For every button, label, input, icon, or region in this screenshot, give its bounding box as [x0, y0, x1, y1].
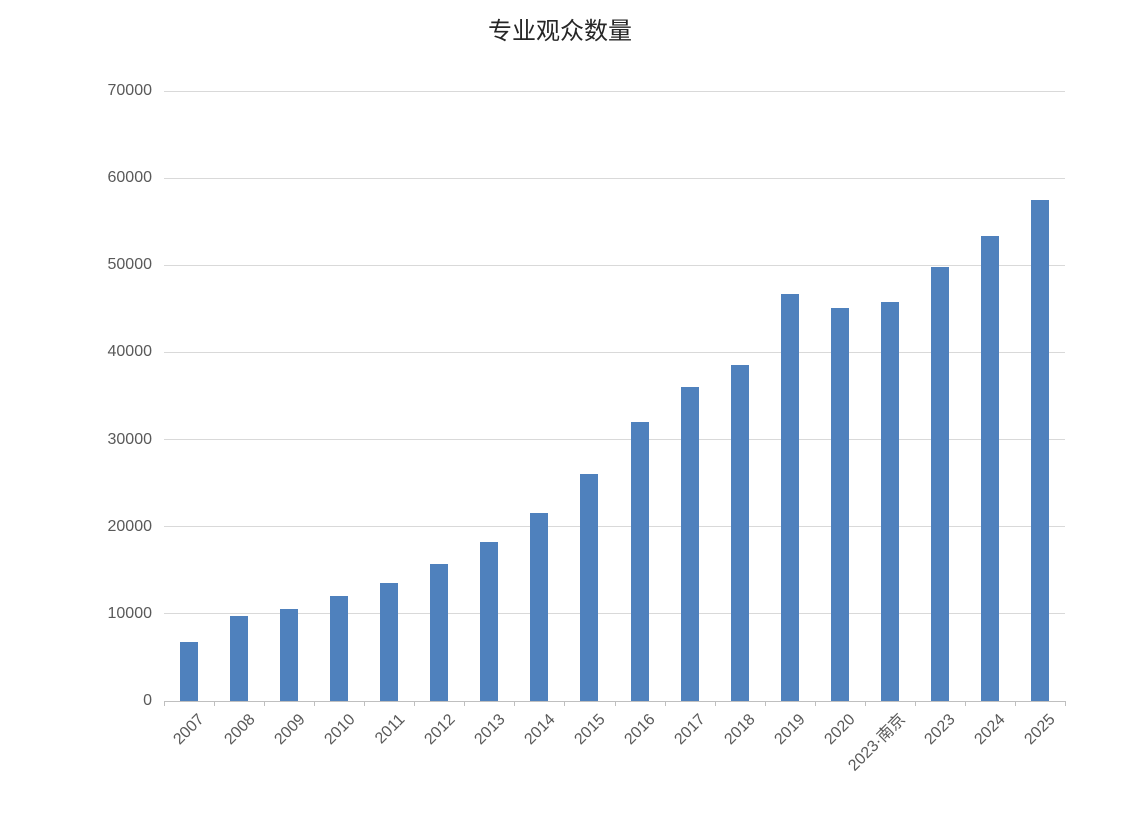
bar-2013 — [480, 541, 499, 701]
x-axis-tick — [1014, 701, 1016, 706]
x-tick-label-2007: 2007 — [170, 711, 209, 749]
x-tick-label-2012: 2012 — [421, 711, 459, 749]
y-tick-label-10000: 10000 — [107, 604, 153, 622]
x-tick-label-2014: 2014 — [521, 711, 559, 749]
bar-2020 — [830, 307, 849, 701]
gridline-50000 — [164, 264, 1065, 266]
x-axis-tick — [314, 701, 316, 706]
gridline-70000 — [164, 90, 1065, 92]
x-axis-tick — [614, 701, 616, 706]
x-tick-label-2013: 2013 — [471, 711, 509, 749]
bar-2010 — [330, 596, 349, 701]
x-tick-label-2025: 2025 — [1021, 711, 1060, 749]
x-axis-tick — [464, 701, 466, 706]
y-tick-label-70000: 70000 — [107, 82, 153, 99]
chart-title: 专业观众数量 — [488, 18, 632, 45]
bar-2015 — [580, 474, 599, 701]
bar-2012 — [430, 564, 449, 701]
x-axis-tick — [214, 701, 216, 706]
x-axis-tick — [364, 701, 366, 706]
x-tick-label-2011: 2011 — [371, 711, 409, 748]
bar-2023·南京 — [880, 301, 899, 701]
x-tick-label-2018: 2018 — [721, 711, 759, 749]
y-tick-label-30000: 30000 — [107, 430, 153, 448]
gridline-10000 — [164, 613, 1065, 615]
x-tick-label-2010: 2010 — [321, 711, 359, 749]
bar-2019 — [780, 294, 799, 701]
x-tick-label-2023: 2023 — [921, 711, 959, 749]
x-tick-label-2015: 2015 — [571, 711, 609, 749]
x-axis-tick — [514, 701, 516, 706]
y-tick-label-60000: 60000 — [107, 169, 153, 187]
gridline-30000 — [164, 439, 1065, 441]
x-axis-tick — [914, 701, 916, 706]
x-axis-tick — [664, 701, 666, 706]
x-axis-tick — [414, 701, 416, 706]
x-axis-tick — [1065, 701, 1066, 706]
bar-2016 — [630, 422, 649, 701]
x-axis-tick — [764, 701, 766, 706]
bar-2011 — [380, 583, 399, 701]
bar-2009 — [280, 608, 299, 701]
x-tick-label-2008: 2008 — [220, 711, 259, 749]
y-tick-label-40000: 40000 — [107, 343, 153, 361]
x-tick-label-2024: 2024 — [971, 711, 1009, 749]
x-tick-label-2016: 2016 — [621, 711, 659, 749]
bar-2014 — [530, 512, 549, 701]
x-tick-label-2017: 2017 — [671, 711, 709, 749]
y-tick-label-0: 0 — [143, 692, 152, 709]
x-axis-tick — [864, 701, 866, 706]
bar-2025 — [1030, 199, 1049, 701]
x-axis-tick — [164, 701, 165, 706]
bar-2023 — [930, 267, 949, 701]
y-tick-label-20000: 20000 — [107, 517, 153, 535]
y-tick-label-50000: 50000 — [107, 256, 153, 274]
x-tick-label-2019: 2019 — [771, 711, 809, 749]
x-tick-label-2009: 2009 — [270, 711, 309, 749]
gridline-60000 — [164, 177, 1065, 179]
x-axis-tick — [564, 701, 566, 706]
x-axis-tick — [264, 701, 266, 706]
x-axis-tick — [964, 701, 966, 706]
bar-2008 — [230, 616, 249, 701]
x-axis-tick — [714, 701, 716, 706]
bar-2024 — [980, 235, 999, 701]
gridline-20000 — [164, 526, 1065, 528]
bar-2018 — [730, 364, 749, 701]
bar-2017 — [680, 387, 699, 701]
gridline-40000 — [164, 351, 1065, 353]
bar-2007 — [180, 641, 199, 701]
x-tick-label-2020: 2020 — [821, 711, 859, 749]
x-axis-tick — [814, 701, 816, 706]
